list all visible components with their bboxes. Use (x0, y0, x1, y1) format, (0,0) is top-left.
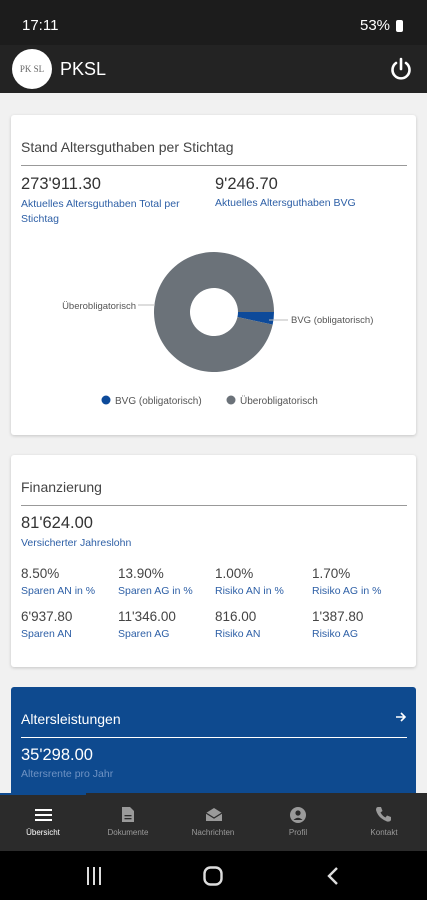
nav-label[interactable]: Profil (288, 828, 308, 837)
divider (21, 505, 407, 506)
balance-label: Aktuelles Altersguthaben BVG (215, 197, 356, 209)
slice-label: Überobligatorisch (62, 301, 136, 312)
amount-label: Risiko AN (215, 628, 261, 640)
status-time: 17:11 (22, 17, 59, 34)
bottom-nav (0, 793, 427, 851)
legend-marker (226, 395, 236, 405)
rate-label: Sparen AN in % (21, 585, 96, 597)
salary-value: 81'624.00 (21, 514, 93, 532)
divider (21, 737, 407, 738)
nav-label[interactable]: Kontakt (370, 828, 398, 837)
balance-label: Aktuelles Altersguthaben Total per Stich… (21, 198, 180, 225)
donut-chart: BVG (obligatorisch) Überobligatorisch BVG … (62, 251, 373, 407)
rate-value: 13.90% (118, 566, 164, 581)
nav-label[interactable]: Dokumente (107, 828, 149, 837)
card-title: Stand Altersguthaben per Stichtag (21, 139, 234, 155)
nav-icon[interactable] (35, 808, 52, 822)
card-title: Altersleistungen (21, 711, 121, 727)
system-back[interactable] (327, 866, 339, 886)
balance-value: 9'246.70 (215, 175, 278, 193)
donut-slice (154, 251, 274, 372)
card-title: Finanzierung (21, 479, 102, 495)
legend-marker (101, 395, 111, 405)
amount-value: 816.00 (215, 609, 257, 624)
legend-label: BVG (obligatorisch) (115, 396, 202, 407)
amount-value: 1'387.80 (312, 609, 364, 624)
logo (12, 49, 52, 89)
nav-indicator (0, 793, 86, 795)
status-bar (0, 0, 427, 45)
amount-label: Sparen AG (118, 628, 170, 640)
amount-label: Risiko AG (312, 628, 359, 640)
amount-value: 11'346.00 (118, 609, 176, 624)
logo-text: PK SL (19, 64, 45, 74)
nav-label[interactable]: Übersicht (26, 828, 60, 837)
balance-card: Stand Altersguthaben per Stichtag 273'91… (11, 115, 416, 435)
app-bar (0, 45, 427, 93)
nav-icon[interactable] (122, 807, 134, 822)
logout-button[interactable] (388, 56, 414, 82)
system-nav (0, 851, 427, 900)
slice-label: BVG (obligatorisch) (291, 315, 373, 326)
rate-label: Risiko AN in % (215, 585, 284, 597)
battery-icon (396, 20, 403, 32)
nav-icon[interactable] (376, 807, 391, 822)
system-recents[interactable] (86, 867, 102, 885)
rate-value: 8.50% (21, 566, 60, 581)
rate-label: Risiko AG in % (312, 585, 382, 597)
benefits-label: Altersrente pro Jahr (21, 768, 114, 780)
status-battery: 53% (360, 17, 391, 34)
rate-label: Sparen AG in % (118, 585, 193, 597)
nav-icon[interactable] (290, 807, 306, 823)
benefits-value: 35'298.00 (21, 746, 93, 764)
divider (21, 165, 407, 166)
balance-value: 273'911.30 (21, 175, 101, 193)
app-title: PKSL (60, 59, 107, 79)
rate-value: 1.70% (312, 566, 351, 581)
nav-label[interactable]: Nachrichten (191, 828, 235, 837)
donut-slice (237, 312, 274, 325)
legend-label: Überobligatorisch (240, 395, 318, 407)
benefits-card[interactable] (11, 687, 416, 807)
rate-value: 1.00% (215, 566, 254, 581)
amount-label: Sparen AN (21, 628, 72, 640)
salary-label: Versicherter Jahreslohn (21, 537, 132, 549)
arrow-icon (396, 712, 407, 722)
financing-card: Finanzierung 81'624.00 Versicherter Jahr… (11, 455, 416, 667)
system-home[interactable] (203, 866, 223, 886)
nav-icon[interactable] (206, 808, 222, 821)
amount-value: 6'937.80 (21, 609, 73, 624)
